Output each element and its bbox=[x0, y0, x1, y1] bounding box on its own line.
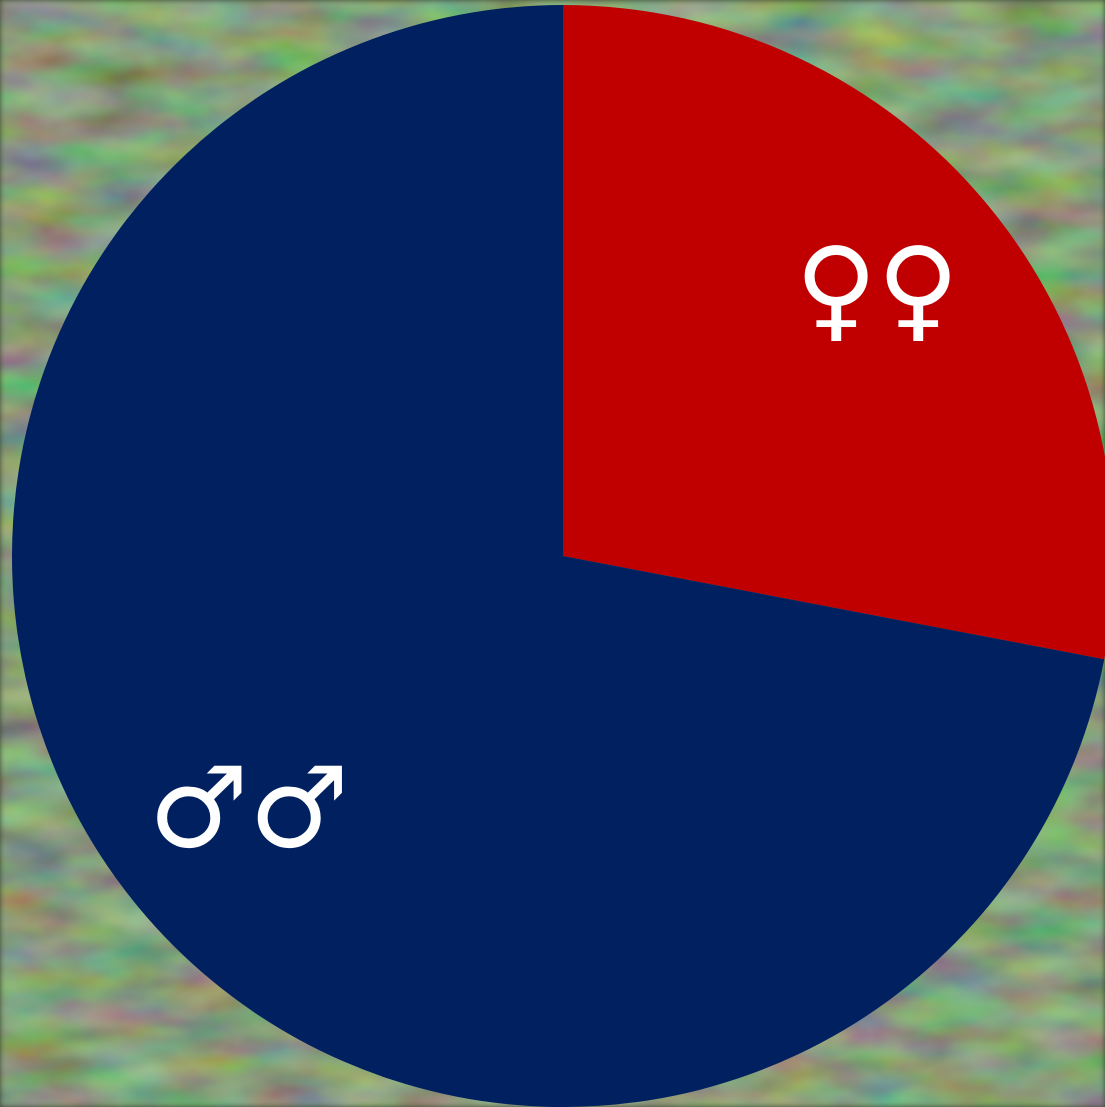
page: {"chart_data": {"type": "pie", "categori… bbox=[0, 0, 1105, 1107]
pie: ♀♀ ♂♂ bbox=[12, 5, 1105, 1107]
slice-label: ♂♂ bbox=[148, 744, 349, 874]
slice-label: ♀♀ bbox=[795, 224, 959, 354]
chart: ♀♀ ♂♂ bbox=[0, 0, 1105, 1107]
